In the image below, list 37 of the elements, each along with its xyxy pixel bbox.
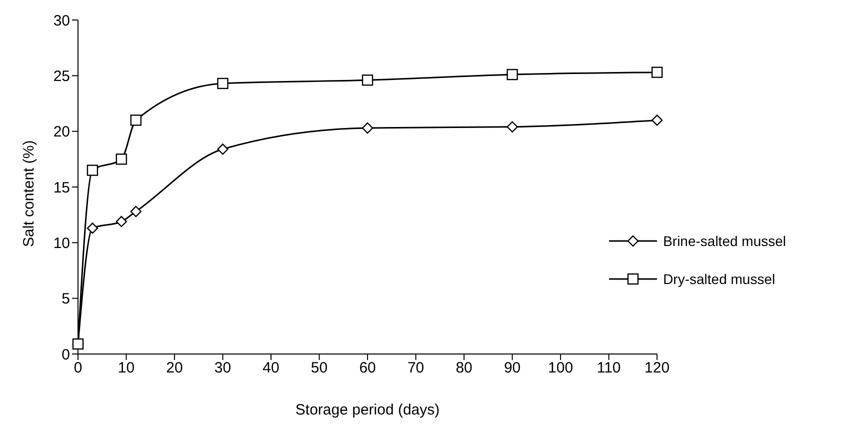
x-tick-label: 30 <box>214 360 232 377</box>
point <box>116 154 128 165</box>
point <box>130 114 142 126</box>
x-tick-label: 50 <box>310 360 328 377</box>
x-tick-label: 60 <box>359 360 376 377</box>
x-tick-label: 80 <box>456 360 472 377</box>
point <box>362 74 374 86</box>
y-tick-label: 10 <box>53 234 70 252</box>
point <box>86 164 98 176</box>
x-tick-label: 90 <box>504 360 521 377</box>
y-tick-label: 5 <box>62 290 70 308</box>
x-tick-label: 10 <box>118 360 135 377</box>
point <box>72 338 84 350</box>
x-tick-label: 0 <box>74 360 82 377</box>
y-tick-label: 0 <box>62 346 70 364</box>
x-axis-title: Storage period (days) <box>295 402 440 419</box>
point <box>506 121 518 132</box>
x-tick-label: 120 <box>644 360 670 377</box>
legend-label: Dry-salted mussel <box>663 271 776 287</box>
y-tick-label: 25 <box>53 68 70 85</box>
x-tick-label: 110 <box>596 360 621 377</box>
y-tick-label: 30 <box>53 12 70 30</box>
point <box>130 206 142 218</box>
legend-label: Brine-salted mussel <box>663 233 786 249</box>
point <box>217 78 228 90</box>
x-tick-label: 100 <box>548 360 574 377</box>
x-tick-label: 70 <box>407 360 424 377</box>
y-tick-label: 20 <box>53 124 70 141</box>
point <box>362 122 374 134</box>
y-axis-title: Salt content (%) <box>20 140 38 247</box>
point <box>651 66 663 78</box>
point <box>116 216 128 228</box>
point <box>506 68 518 80</box>
y-tick-label: 15 <box>53 179 70 196</box>
x-tick-label: 20 <box>166 360 183 377</box>
x-tick-label: 40 <box>262 360 280 377</box>
point <box>217 144 228 155</box>
